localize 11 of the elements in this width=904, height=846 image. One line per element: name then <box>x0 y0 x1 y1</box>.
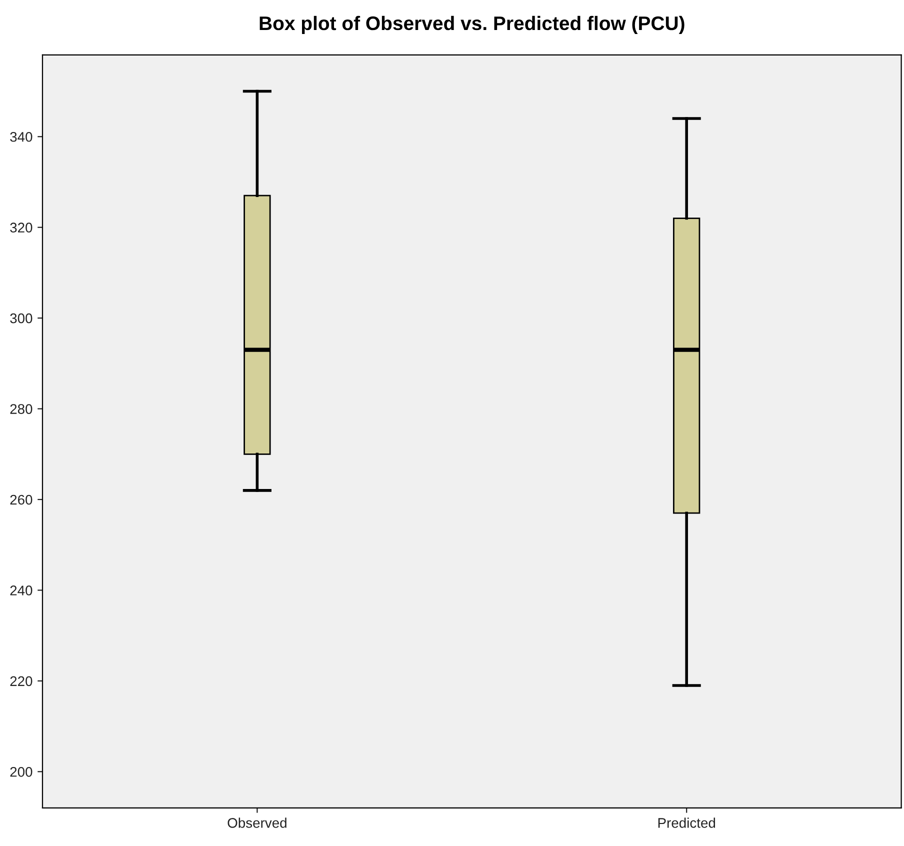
y-tick-label: 240 <box>10 586 32 596</box>
y-tick-label: 340 <box>10 132 32 142</box>
y-tick-label: 320 <box>10 222 32 233</box>
y-tick-label: 260 <box>10 494 32 505</box>
y-tick-label: 200 <box>10 766 32 777</box>
y-tick-label: 280 <box>10 404 32 414</box>
x-tick-label: Observed <box>228 818 286 828</box>
y-tick-label: 220 <box>10 676 32 686</box>
chart-title: Box plot of Observed vs. Predicted flow (PCU) <box>260 16 684 34</box>
x-tick-label: Predicted <box>658 818 716 828</box>
y-tick-label: 300 <box>10 313 32 324</box>
